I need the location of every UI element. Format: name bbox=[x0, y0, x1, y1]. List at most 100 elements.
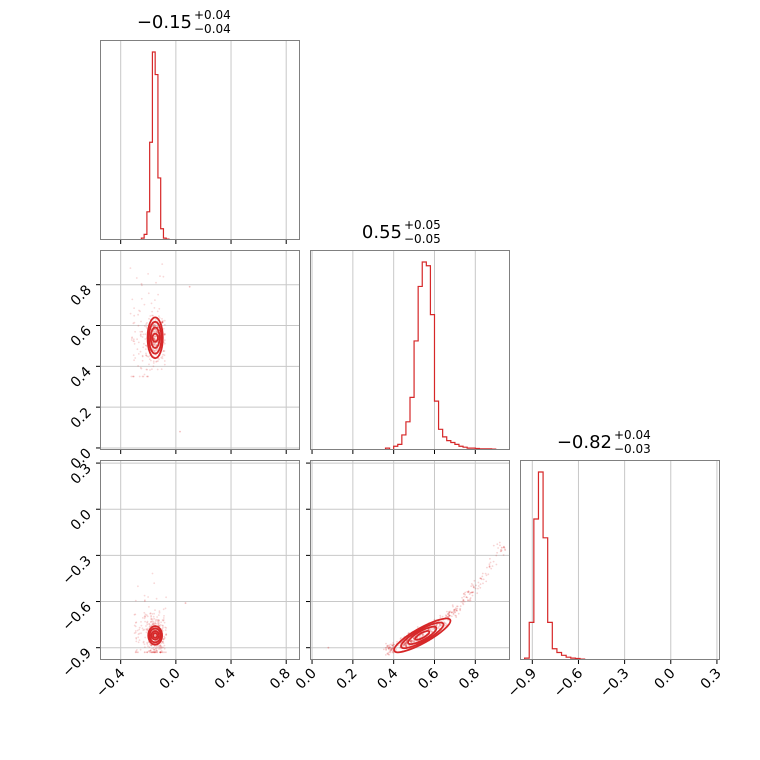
scatter-point bbox=[137, 324, 140, 327]
scatter-point bbox=[165, 634, 167, 636]
x-tick-label: 0.8 bbox=[267, 666, 294, 693]
scatter-point bbox=[472, 584, 474, 587]
scatter-point bbox=[470, 591, 472, 594]
scatter-point bbox=[155, 647, 157, 649]
scatter-point bbox=[149, 315, 152, 317]
scatter-point bbox=[145, 323, 148, 325]
scatter-point bbox=[140, 335, 142, 338]
scatter-point bbox=[142, 641, 145, 644]
scatter-point bbox=[155, 645, 158, 647]
scatter-point bbox=[163, 333, 166, 336]
scatter-point bbox=[449, 614, 451, 617]
scatter-point bbox=[152, 623, 154, 626]
scatter-point bbox=[148, 623, 150, 625]
scatter-point bbox=[137, 353, 140, 355]
scatter-point bbox=[386, 652, 389, 655]
scatter-point bbox=[149, 625, 152, 628]
scatter-point bbox=[151, 620, 154, 623]
scatter-point bbox=[457, 612, 460, 615]
scatter-point bbox=[163, 350, 166, 352]
scatter-point bbox=[141, 617, 144, 619]
scatter-point bbox=[132, 354, 135, 356]
scatter-point bbox=[143, 643, 146, 646]
scatter-point bbox=[144, 615, 146, 617]
x-tick-label: −0.4 bbox=[93, 665, 128, 700]
scatter-point bbox=[469, 597, 472, 599]
scatter-point bbox=[140, 282, 143, 285]
scatter-point bbox=[135, 651, 137, 654]
scatter-point bbox=[389, 648, 392, 650]
scatter-point bbox=[459, 609, 462, 612]
scatter-point bbox=[152, 342, 155, 345]
scatter-point bbox=[145, 344, 148, 347]
scatter-point bbox=[411, 639, 413, 642]
scatter-point bbox=[433, 627, 436, 630]
x-tick-label: 0.0 bbox=[157, 666, 184, 693]
scatter-point bbox=[437, 627, 440, 630]
scatter-point bbox=[142, 333, 145, 336]
scatter-point bbox=[448, 614, 451, 617]
title-minus: −0.04 bbox=[194, 22, 231, 36]
scatter-point bbox=[448, 611, 451, 614]
scatter-point bbox=[142, 346, 145, 349]
scatter-point bbox=[492, 544, 495, 547]
scatter-point bbox=[405, 641, 408, 644]
scatter-point bbox=[391, 644, 394, 647]
scatter-point bbox=[154, 651, 156, 654]
scatter-point bbox=[152, 622, 154, 624]
scatter-point bbox=[445, 614, 447, 617]
scatter-point bbox=[467, 591, 469, 594]
scatter-point bbox=[161, 321, 164, 324]
scatter-point bbox=[165, 627, 168, 629]
scatter-point bbox=[163, 333, 166, 335]
scatter-point bbox=[153, 350, 156, 353]
scatter-point bbox=[153, 342, 156, 345]
scatter-point bbox=[450, 611, 453, 614]
scatter-point bbox=[144, 333, 147, 336]
scatter-point bbox=[145, 625, 147, 627]
scatter-point bbox=[481, 572, 484, 575]
scatter-point bbox=[141, 354, 144, 357]
scatter-point bbox=[159, 644, 162, 647]
scatter-point bbox=[131, 337, 133, 340]
scatter-point bbox=[405, 641, 407, 644]
scatter-point bbox=[408, 644, 410, 647]
scatter-point bbox=[428, 628, 430, 630]
title-value: −0.15 bbox=[137, 12, 192, 33]
scatter-point bbox=[146, 651, 148, 654]
scatter-point bbox=[488, 566, 491, 569]
scatter-point bbox=[464, 591, 467, 594]
scatter-point bbox=[148, 646, 151, 648]
scatter-point bbox=[157, 647, 160, 650]
scatter-point bbox=[445, 624, 447, 627]
scatter-point bbox=[154, 324, 156, 326]
scatter-point bbox=[146, 375, 148, 378]
scatter-point bbox=[150, 620, 152, 623]
scatter-point bbox=[392, 646, 395, 648]
scatter-point bbox=[179, 430, 181, 433]
scatter-point bbox=[422, 634, 424, 637]
contour-line bbox=[150, 630, 160, 641]
scatter-point bbox=[146, 368, 148, 371]
scatter-point bbox=[133, 624, 136, 627]
scatter-point bbox=[134, 621, 137, 624]
scatter-point bbox=[504, 548, 506, 551]
scatter-point bbox=[157, 622, 159, 625]
scatter-points bbox=[327, 541, 507, 656]
scatter-point bbox=[479, 577, 482, 580]
scatter-point bbox=[137, 636, 140, 639]
scatter-point bbox=[156, 368, 159, 371]
scatter-point bbox=[454, 611, 456, 614]
scatter-point bbox=[163, 363, 166, 366]
scatter-point bbox=[149, 621, 152, 623]
scatter-point bbox=[389, 649, 392, 652]
scatter-point bbox=[162, 640, 164, 643]
title-plus: +0.04 bbox=[194, 8, 231, 22]
scatter-point bbox=[134, 613, 137, 616]
scatter-point bbox=[164, 626, 167, 629]
scatter-point bbox=[156, 651, 158, 654]
scatter-point bbox=[435, 624, 437, 627]
scatter-point bbox=[471, 594, 474, 597]
scatter-point bbox=[477, 585, 480, 587]
scatter-point bbox=[153, 337, 155, 340]
